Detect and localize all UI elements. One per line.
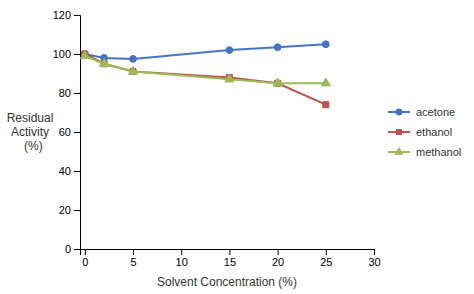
tick: 25 (320, 249, 332, 268)
axis-line (74, 16, 81, 250)
tick: 20 (59, 204, 80, 216)
legend-marker (396, 129, 402, 135)
tick: 30 (368, 249, 380, 268)
legend-item: methanol (388, 146, 461, 158)
series-group (80, 41, 330, 108)
marker (80, 51, 89, 59)
marker (322, 41, 329, 48)
tick-label: 40 (59, 165, 71, 177)
tick-label: 10 (176, 256, 188, 268)
marker (323, 102, 329, 108)
tick-label: 0 (65, 243, 71, 255)
tick: 15 (224, 249, 236, 268)
tick-mark (326, 249, 327, 255)
tick-label: 20 (59, 204, 71, 216)
legend-label: ethanol (416, 126, 452, 138)
tick-mark (374, 249, 375, 255)
y-axis: 0 20 40 60 80 100 120 (53, 9, 81, 255)
marker (273, 78, 282, 86)
tick-mark (133, 249, 134, 255)
axis-line (81, 250, 375, 256)
marker (130, 55, 137, 62)
legend-marker (396, 109, 403, 116)
legend-label: methanol (416, 146, 461, 158)
y-axis-title-line: (%) (17, 139, 42, 153)
plot: 0 5 10 15 20 25 30 0 20 40 60 80 100 120 (53, 9, 381, 268)
tick-mark (181, 249, 182, 255)
series-line (85, 54, 326, 105)
tick-label: 25 (320, 256, 332, 268)
tick: 10 (176, 249, 188, 268)
tick-mark (74, 171, 80, 172)
tick: 120 (53, 9, 80, 21)
legend-label: acetone (416, 106, 455, 118)
y-axis-title-line: Activity (11, 125, 49, 139)
legend-marker (394, 147, 403, 155)
series-line (85, 44, 326, 59)
tick: 5 (130, 249, 136, 268)
legend-item: ethanol (388, 126, 452, 138)
x-axis: 0 5 10 15 20 25 30 (81, 249, 381, 268)
tick: 80 (59, 87, 80, 99)
tick: 0 (65, 243, 80, 255)
series-line (85, 56, 326, 83)
marker (128, 66, 137, 74)
tick-label: 120 (53, 9, 71, 21)
tick-mark (74, 15, 80, 16)
marker (321, 78, 330, 86)
x-axis-title: Solvent Concentration (%) (157, 275, 297, 289)
tick-mark (229, 249, 230, 255)
tick-mark (74, 93, 80, 94)
tick-mark (74, 132, 80, 133)
tick: 100 (53, 48, 80, 60)
tick-label: 100 (53, 48, 71, 60)
tick-label: 0 (82, 256, 88, 268)
legend: acetone ethanol methanol (388, 106, 461, 158)
chart: 0 5 10 15 20 25 30 0 20 40 60 80 100 120 Solvent Conce… (0, 0, 474, 294)
tick-mark (74, 54, 80, 55)
marker (226, 47, 233, 54)
tick-label: 60 (59, 126, 71, 138)
tick-mark (74, 210, 80, 211)
tick: 40 (59, 165, 80, 177)
tick: 60 (59, 126, 80, 138)
tick-label: 80 (59, 87, 71, 99)
y-axis-title-line: Residual (7, 111, 54, 125)
tick-mark (74, 249, 80, 250)
tick-label: 15 (224, 256, 236, 268)
tick-mark (85, 249, 86, 255)
legend-item: acetone (388, 106, 455, 118)
tick: 0 (82, 249, 88, 268)
marker (225, 74, 234, 82)
tick-label: 5 (130, 256, 136, 268)
y-axis-title: ResidualActivity (%) (7, 111, 54, 153)
tick-label: 30 (368, 256, 380, 268)
tick-mark (278, 249, 279, 255)
tick-label: 20 (272, 256, 284, 268)
marker (274, 44, 281, 51)
marker (100, 58, 109, 66)
tick: 20 (272, 249, 284, 268)
